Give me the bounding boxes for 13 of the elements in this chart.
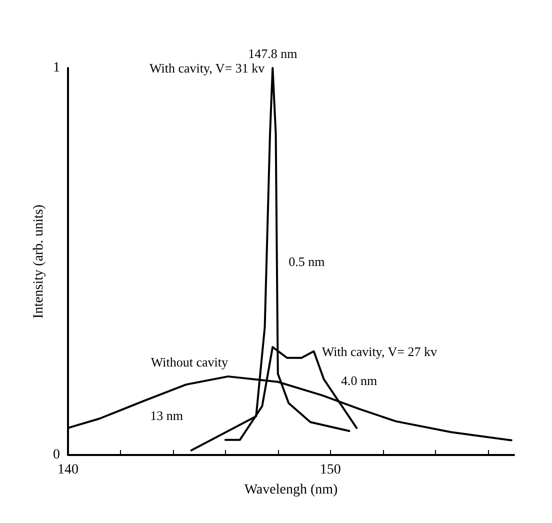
text: 1 xyxy=(53,60,60,76)
annotation: 4.0 nm xyxy=(340,373,378,388)
annotation: 13 nm xyxy=(150,408,183,423)
x-tick-label: 140 xyxy=(58,462,78,478)
x-tick-label: 150 xyxy=(320,462,341,478)
annotation: 0.5 nm xyxy=(288,254,325,269)
series-label: With cavity, V= 31 kv xyxy=(149,60,266,76)
x-axis-title: Wavelengh (nm) xyxy=(244,482,338,498)
text: 0 xyxy=(53,448,60,462)
annotation: 147.8 nm xyxy=(248,46,298,61)
series-label: Without cavity xyxy=(150,354,229,370)
y-axis-title: Intensity (arb. units) xyxy=(32,204,46,318)
series-label: With cavity, V= 27 kv xyxy=(322,344,438,359)
